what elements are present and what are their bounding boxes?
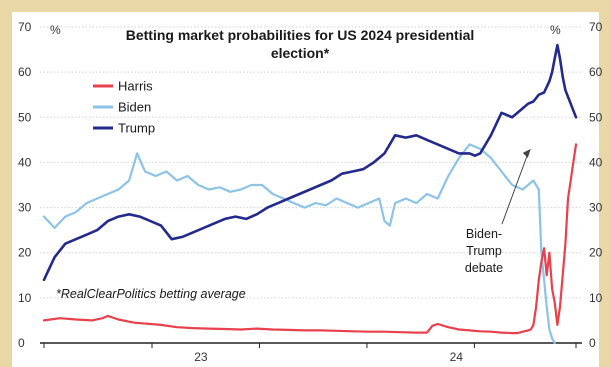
chart-title-line-2: election* (271, 45, 330, 61)
y-tick-right-0: 0 (589, 336, 596, 350)
y-tick-left-0: 0 (18, 336, 25, 350)
y-tick-right-40: 40 (589, 155, 603, 169)
y-tick-right-50: 50 (589, 110, 603, 124)
y-tick-left-40: 40 (18, 155, 32, 169)
x-tick-label-23: 23 (194, 350, 208, 364)
y-tick-left-50: 50 (18, 110, 32, 124)
annotation-arrowhead (522, 148, 531, 158)
series-line-trump (42, 43, 578, 282)
annotation-line-0: Biden- (466, 227, 502, 241)
y-tick-right-30: 30 (589, 201, 603, 215)
legend-label-trump: Trump (118, 121, 155, 136)
y-tick-left-30: 30 (18, 201, 32, 215)
y-tick-right-10: 10 (589, 291, 603, 305)
annotation-line-1: Trump (466, 244, 502, 258)
series-lines (42, 43, 578, 345)
debate-annotation: Biden- Trump debate (465, 148, 531, 275)
y-unit-left: % (50, 23, 61, 37)
legend-label-biden: Biden (118, 100, 151, 115)
y-tick-right-60: 60 (589, 65, 603, 79)
annotation-line-2: debate (465, 261, 503, 275)
legend-label-harris: Harris (118, 79, 153, 94)
y-tick-right-20: 20 (589, 246, 603, 260)
tick-labels: 0 0 10 10 20 20 30 30 40 40 50 50 60 60 70 70 23 24 (18, 20, 603, 364)
y-tick-left-10: 10 (18, 291, 32, 305)
y-tick-left-60: 60 (18, 65, 32, 79)
series-line-biden (42, 143, 556, 345)
legend: Harris Biden Trump (93, 79, 155, 136)
chart-title-line-1: Betting market probabilities for US 2024… (126, 27, 475, 43)
footnote: *RealClearPolitics betting average (56, 287, 246, 301)
series-line-harris (42, 143, 578, 335)
y-tick-left-70: 70 (18, 20, 32, 34)
gridlines (40, 26, 582, 348)
plot-panel (12, 12, 599, 367)
y-unit-right: % (550, 23, 561, 37)
y-tick-left-20: 20 (18, 246, 32, 260)
annotation-arrow-line (501, 153, 529, 225)
y-tick-right-70: 70 (589, 20, 603, 34)
x-tick-label-24: 24 (450, 350, 464, 364)
